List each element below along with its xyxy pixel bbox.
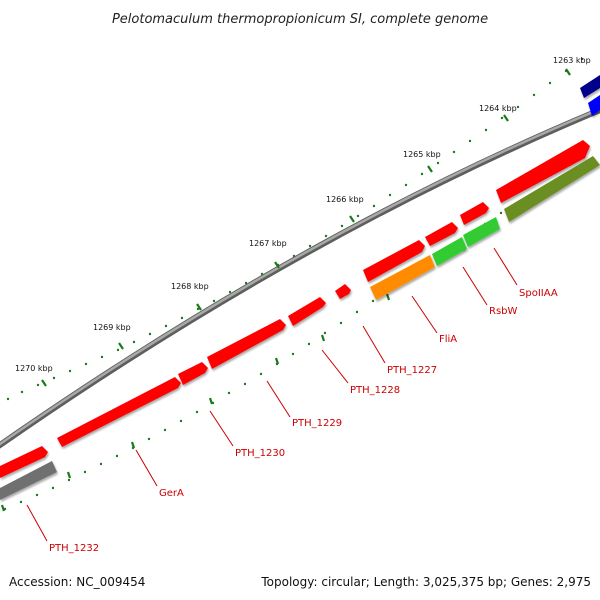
leader-pth1229 bbox=[266, 380, 291, 418]
ruler-label: 1270 kbp bbox=[15, 364, 53, 373]
backbone bbox=[0, 107, 600, 449]
gene-label: PTH_1227 bbox=[387, 365, 437, 376]
ruler-major-ticks bbox=[41, 68, 571, 387]
cds-top-5 bbox=[335, 284, 351, 299]
major-tick bbox=[503, 114, 509, 122]
ruler-label: 1269 kbp bbox=[93, 323, 131, 332]
major-tick bbox=[427, 165, 433, 173]
gene-label: PTH_1228 bbox=[350, 385, 400, 396]
ruler-label: 1266 kbp bbox=[326, 195, 364, 204]
gene-label: PTH_1230 bbox=[235, 448, 285, 459]
ruler-label: 1264 kbp bbox=[479, 104, 517, 113]
cds-top-3 bbox=[425, 222, 458, 246]
feature-navy bbox=[580, 75, 600, 98]
cds-gray bbox=[0, 461, 57, 500]
cds-top-2 bbox=[460, 202, 489, 225]
gene-label: SpoIIAA bbox=[519, 288, 558, 299]
gene-label: RsbW bbox=[489, 306, 518, 317]
gene-labels: SpoIIAA RsbW FliA PTH_1227 PTH_1228 PTH_… bbox=[49, 288, 558, 554]
major-tick bbox=[118, 342, 124, 350]
gene-label: FliA bbox=[439, 334, 457, 345]
feature-blue bbox=[588, 95, 600, 116]
cds-top-9 bbox=[57, 377, 181, 447]
inner-major-tick bbox=[320, 334, 326, 342]
major-tick bbox=[565, 68, 571, 76]
ruler-dots bbox=[6, 57, 584, 401]
cds-top-1 bbox=[496, 140, 590, 203]
leader-pth1227 bbox=[362, 325, 386, 364]
cds-top-7 bbox=[207, 319, 286, 369]
gene-label: PTH_1229 bbox=[292, 418, 342, 429]
ruler-label: 1265 kbp bbox=[403, 150, 441, 159]
gene-label: GerA bbox=[159, 488, 184, 499]
leader-pth1232 bbox=[26, 504, 48, 542]
major-tick bbox=[196, 303, 202, 311]
ruler-label: 1268 kbp bbox=[171, 282, 209, 291]
map-title: Pelotomaculum thermopropionicum SI, comp… bbox=[112, 12, 488, 27]
inner-major-tick bbox=[385, 293, 391, 301]
genome-summary-text: Topology: circular; Length: 3,025,375 bp… bbox=[260, 575, 591, 589]
ruler: 1263 kbp 1264 kbp 1265 kbp 1266 kbp 1267… bbox=[6, 56, 591, 401]
features bbox=[0, 75, 600, 500]
gene-label: PTH_1232 bbox=[49, 543, 99, 554]
ruler-label: 1267 kbp bbox=[249, 239, 287, 248]
inner-major-tick bbox=[66, 471, 72, 479]
inner-major-tick bbox=[208, 397, 214, 405]
major-tick bbox=[274, 261, 280, 269]
leader-spoiiaa bbox=[493, 247, 518, 286]
cds-olive bbox=[504, 156, 600, 222]
cds-top-8 bbox=[178, 362, 208, 385]
cds-green-1 bbox=[463, 217, 500, 247]
inner-major-tick bbox=[0, 504, 6, 512]
inner-major-tick bbox=[130, 441, 136, 449]
leader-lines bbox=[26, 247, 518, 542]
accession-text: Accession: NC_009454 bbox=[9, 575, 145, 589]
cds-top-4 bbox=[363, 240, 425, 282]
cds-green-2 bbox=[432, 237, 467, 266]
cds-orange bbox=[370, 255, 435, 300]
leader-flia bbox=[411, 295, 438, 334]
inner-major-tick bbox=[274, 357, 280, 365]
leader-pth1230 bbox=[209, 410, 234, 447]
leader-pth1228 bbox=[321, 349, 349, 384]
major-tick bbox=[349, 215, 355, 223]
cds-top-10 bbox=[0, 446, 48, 478]
ruler-label: 1263 kbp bbox=[553, 56, 591, 65]
leader-rsbw bbox=[462, 266, 488, 306]
cds-top-6 bbox=[288, 297, 326, 326]
leader-gera bbox=[135, 449, 158, 487]
major-tick bbox=[41, 379, 47, 387]
